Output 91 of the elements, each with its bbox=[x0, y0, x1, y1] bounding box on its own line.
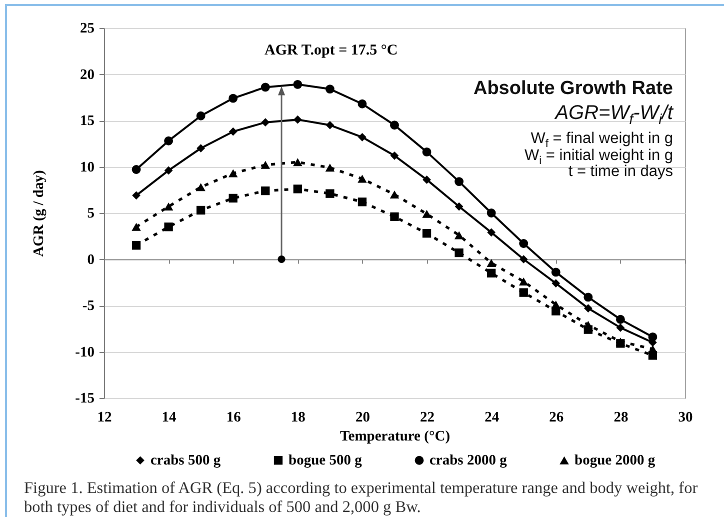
point bbox=[196, 183, 206, 192]
point bbox=[454, 177, 464, 186]
point bbox=[260, 82, 270, 92]
x-tick-label: 16 bbox=[226, 410, 241, 426]
point bbox=[164, 222, 173, 232]
point bbox=[164, 202, 174, 211]
point bbox=[293, 184, 302, 194]
x-tick-label: 18 bbox=[290, 410, 306, 426]
point bbox=[196, 111, 206, 120]
point bbox=[390, 151, 399, 160]
x-tick-label: 14 bbox=[162, 410, 176, 426]
annotation: AGR T.opt = 17.5 °C bbox=[264, 42, 398, 58]
point bbox=[552, 279, 560, 288]
legend-label: bogue 2000 g bbox=[574, 452, 656, 468]
caption: Figure 1. Estimation of AGR (Eq. 5) according to experimental temperature range and body weight, for both types of diet and for individuals of 500 and 2,000 g Bw. bbox=[24, 478, 699, 516]
legend-label: crabs 2000 g bbox=[430, 452, 508, 468]
x-tick-label: 30 bbox=[678, 410, 693, 426]
point bbox=[132, 241, 141, 250]
point bbox=[422, 210, 432, 218]
point bbox=[358, 99, 367, 108]
point bbox=[616, 314, 625, 324]
point bbox=[196, 144, 206, 152]
point bbox=[519, 288, 528, 297]
point bbox=[584, 320, 593, 329]
point bbox=[616, 324, 625, 332]
y-tick-label: -10 bbox=[75, 344, 94, 360]
point bbox=[454, 231, 464, 240]
point bbox=[326, 120, 334, 130]
point bbox=[487, 228, 496, 237]
point bbox=[293, 80, 302, 89]
point bbox=[132, 222, 141, 231]
point bbox=[584, 292, 593, 302]
point bbox=[454, 248, 464, 258]
legend-label: crabs 500 g bbox=[150, 452, 222, 468]
point bbox=[358, 198, 367, 206]
point bbox=[390, 212, 399, 222]
x-tick-label: 24 bbox=[484, 410, 500, 426]
x-tick-label: 12 bbox=[97, 410, 112, 426]
point bbox=[261, 186, 270, 196]
point bbox=[648, 332, 658, 342]
point bbox=[358, 132, 366, 142]
point bbox=[519, 239, 528, 248]
x-tick-label: 22 bbox=[420, 410, 435, 426]
point bbox=[325, 164, 335, 172]
point bbox=[325, 84, 334, 94]
point bbox=[358, 174, 367, 183]
point bbox=[487, 268, 496, 278]
point bbox=[422, 147, 432, 156]
annotation: t = time in days bbox=[567, 163, 673, 180]
point bbox=[164, 136, 174, 146]
point bbox=[228, 169, 238, 178]
point bbox=[584, 304, 592, 312]
point bbox=[486, 208, 496, 218]
annotation: AGR=W$_{f}$-W$_{i}$/t bbox=[553, 101, 673, 128]
point bbox=[390, 120, 399, 130]
point bbox=[132, 191, 140, 200]
point bbox=[132, 165, 141, 174]
point bbox=[551, 268, 560, 277]
y-tick-label: 0 bbox=[87, 252, 94, 268]
point bbox=[260, 160, 270, 169]
point bbox=[390, 190, 400, 198]
point bbox=[422, 229, 432, 238]
point bbox=[293, 115, 302, 124]
point bbox=[228, 127, 238, 136]
y-tick-label: 20 bbox=[80, 66, 94, 83]
point bbox=[486, 258, 496, 267]
x-axis-title: Temperature (°C) bbox=[340, 428, 450, 444]
point bbox=[422, 176, 431, 184]
point bbox=[454, 202, 464, 211]
x-tick-label: 26 bbox=[549, 410, 564, 426]
point bbox=[261, 118, 270, 127]
point bbox=[519, 255, 528, 264]
y-tick-label: 15 bbox=[80, 113, 94, 129]
point bbox=[519, 277, 528, 286]
y-tick-label: -5 bbox=[82, 298, 94, 314]
point bbox=[293, 158, 302, 166]
point bbox=[228, 194, 238, 203]
x-tick-label: 20 bbox=[355, 410, 370, 426]
point bbox=[228, 94, 238, 103]
annotation: Absolute Growth Rate bbox=[473, 77, 673, 101]
point bbox=[196, 206, 206, 215]
y-tick-label: 10 bbox=[80, 159, 94, 176]
point bbox=[326, 189, 334, 198]
y-axis-title: AGR (g / day) bbox=[31, 170, 48, 257]
y-tick-label: 5 bbox=[87, 206, 94, 222]
y-tick-label: -15 bbox=[75, 390, 94, 406]
point bbox=[551, 300, 560, 309]
y-tick-label: 25 bbox=[80, 20, 94, 36]
point bbox=[164, 166, 173, 175]
x-tick-label: 28 bbox=[614, 410, 628, 426]
legend-label: bogue 500 g bbox=[288, 452, 363, 468]
